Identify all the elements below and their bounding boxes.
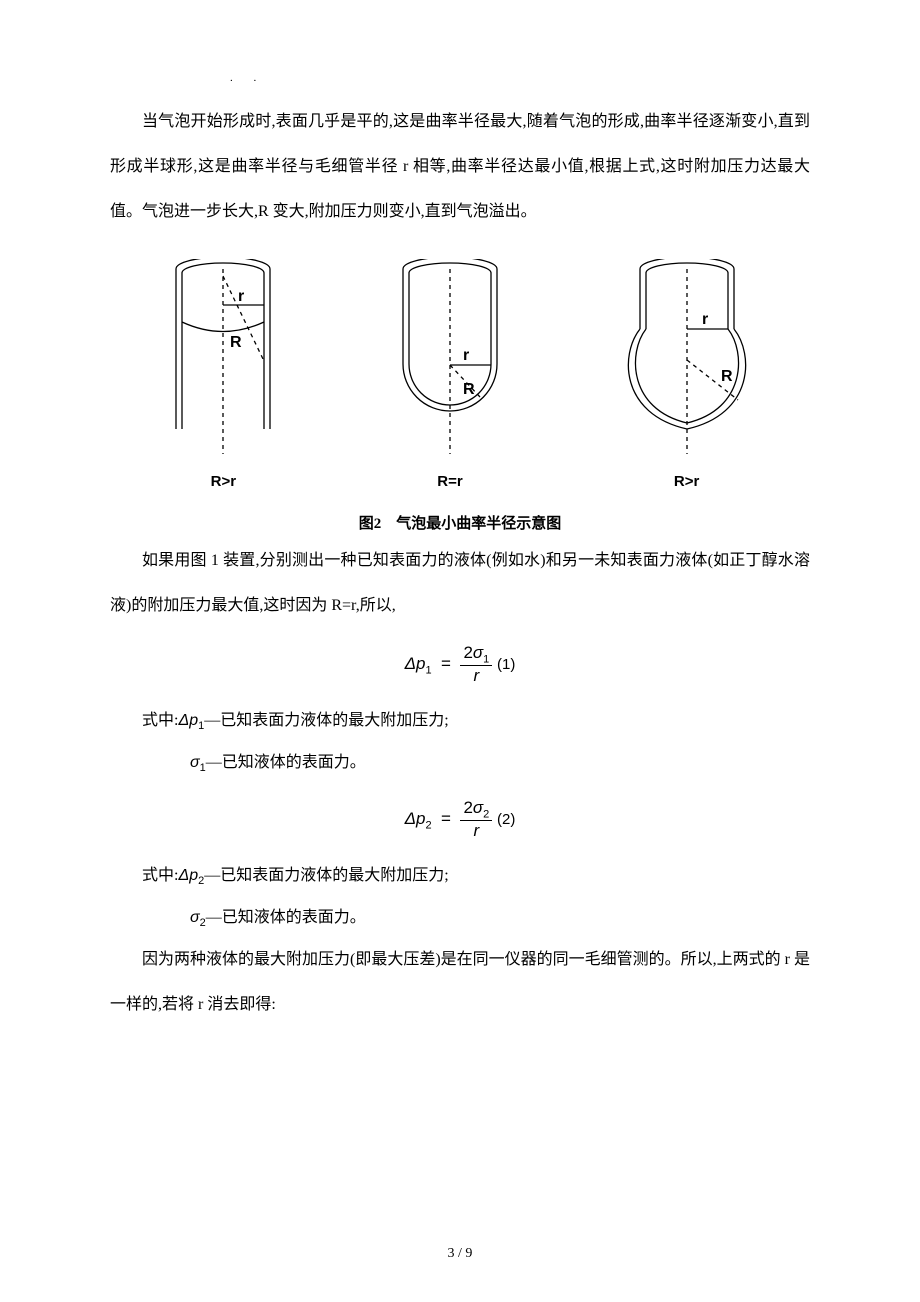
paragraph-1: 当气泡开始形成时,表面几乎是平的,这是曲率半径最大,随着气泡的形成,曲率半径逐渐… bbox=[110, 100, 810, 234]
def2a-text: —已知表面力液体的最大附加压力; bbox=[204, 867, 448, 884]
eq1-delta: Δ bbox=[405, 654, 416, 673]
page-number: 3 / 9 bbox=[0, 1246, 920, 1262]
def2b-text: —已知液体的表面力。 bbox=[206, 909, 366, 926]
figure-2-label-1: R>r bbox=[148, 473, 298, 490]
eq1-num-var: σ bbox=[473, 643, 483, 662]
eq2-den: r bbox=[460, 821, 492, 841]
equation-2: Δp2 = 2σ2 r (2) bbox=[110, 798, 810, 841]
paragraph-3: 因为两种液体的最大附加压力(即最大压差)是在同一仪器的同一毛细管测的。所以,上两… bbox=[110, 938, 810, 1028]
figure-2-panel-1: r R R>r bbox=[148, 259, 298, 490]
figure-2-panel-3: r R R>r bbox=[602, 259, 772, 490]
eq1-num-sub: 1 bbox=[483, 653, 489, 665]
def2a-sym: Δp bbox=[178, 867, 198, 884]
definition-1b: σ1—已知液体的表面力。 bbox=[190, 742, 810, 784]
label-r: r bbox=[702, 311, 708, 328]
def1a-text: —已知表面力液体的最大附加压力; bbox=[204, 712, 448, 729]
eq1-number: (1) bbox=[497, 656, 515, 673]
eq2-sub: 2 bbox=[425, 819, 431, 831]
eq2-number: (2) bbox=[497, 811, 515, 828]
figure-2-label-3: R>r bbox=[602, 473, 772, 490]
figure-2-panel-2: r R R=r bbox=[375, 259, 525, 490]
label-r: r bbox=[238, 288, 244, 305]
eq2-num-var: σ bbox=[473, 798, 483, 817]
label-R: R bbox=[721, 368, 733, 385]
header-dots: . . bbox=[230, 72, 265, 84]
def1a-sym: Δp bbox=[178, 712, 198, 729]
definition-2b: σ2—已知液体的表面力。 bbox=[190, 897, 810, 939]
figure-2-caption: 图2 气泡最小曲率半径示意图 bbox=[110, 512, 810, 533]
bubble-diagram-2: r R bbox=[375, 259, 525, 459]
definition-2a: 式中:Δp2—已知表面力液体的最大附加压力; bbox=[142, 855, 810, 897]
label-R: R bbox=[463, 381, 475, 398]
eq2-delta: Δ bbox=[405, 809, 416, 828]
paragraph-2: 如果用图 1 装置,分别测出一种已知表面力的液体(例如水)和另一未知表面力液体(… bbox=[110, 539, 810, 629]
bubble-diagram-3: r R bbox=[602, 259, 772, 459]
bubble-diagram-1: r R bbox=[148, 259, 298, 459]
label-R: R bbox=[230, 334, 242, 351]
def2a-prefix: 式中: bbox=[142, 867, 178, 884]
eq2-num-coeff: 2 bbox=[463, 798, 472, 817]
figure-2-label-2: R=r bbox=[375, 473, 525, 490]
eq2-num-sub: 2 bbox=[483, 808, 489, 820]
eq1-sub: 1 bbox=[425, 665, 431, 677]
eq1-den: r bbox=[460, 666, 492, 686]
def1b-text: —已知液体的表面力。 bbox=[206, 754, 366, 771]
figure-2: r R R>r bbox=[110, 259, 810, 490]
page: . . 当气泡开始形成时,表面几乎是平的,这是曲率半径最大,随着气泡的形成,曲率… bbox=[0, 0, 920, 1302]
def2b-sym: σ bbox=[190, 909, 200, 926]
eq1-num-coeff: 2 bbox=[463, 643, 472, 662]
label-r: r bbox=[463, 347, 469, 364]
definition-1a: 式中:Δp1—已知表面力液体的最大附加压力; bbox=[142, 700, 810, 742]
def1a-prefix: 式中: bbox=[142, 712, 178, 729]
def1b-sym: σ bbox=[190, 754, 200, 771]
equation-1: Δp1 = 2σ1 r (1) bbox=[110, 643, 810, 686]
